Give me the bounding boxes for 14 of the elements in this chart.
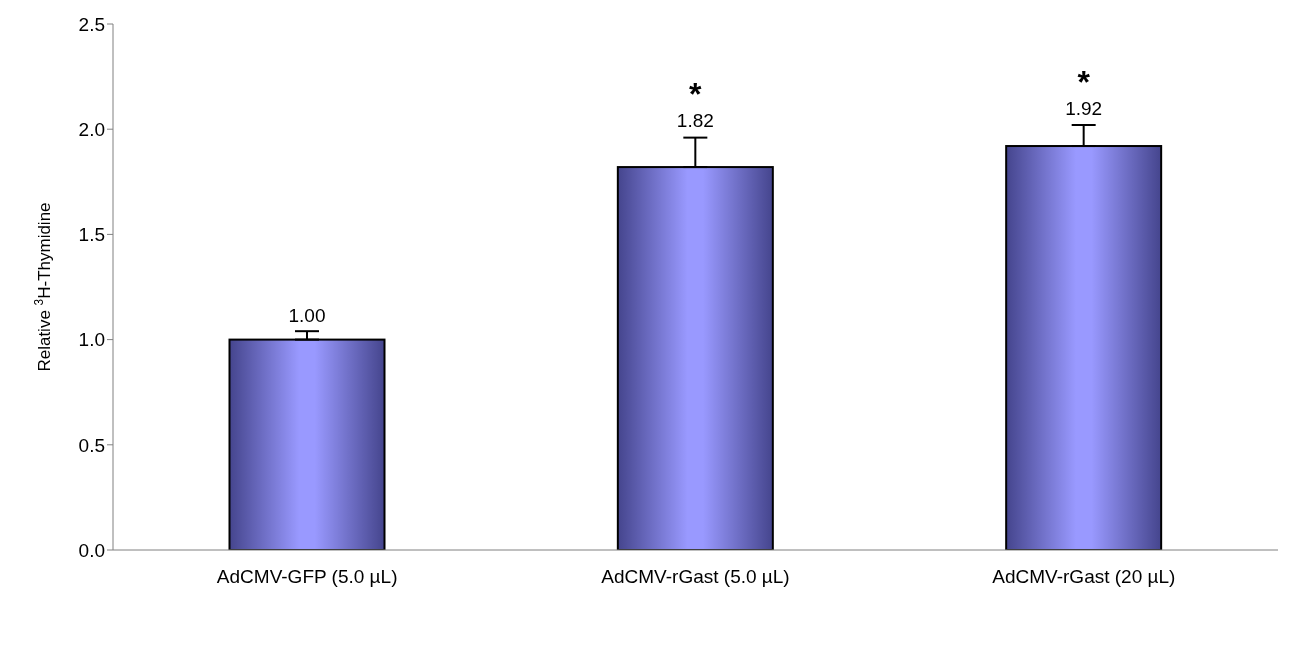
- y-tick-label: 1.5: [78, 224, 105, 246]
- annotation: *: [689, 75, 703, 112]
- y-tick-label: 2.5: [78, 13, 105, 35]
- data-label: 1.00: [288, 305, 326, 327]
- y-tick-label: 1.0: [78, 329, 105, 351]
- y-tick-label: 0.0: [78, 539, 105, 561]
- y-tick-label: 2.0: [78, 118, 105, 140]
- x-tick-label: AdCMV-rGast (5.0 µL): [601, 566, 790, 588]
- x-tick-label: AdCMV-rGast (20 µL): [992, 566, 1176, 588]
- annotation: *: [1077, 63, 1091, 100]
- data-label: 1.82: [676, 109, 714, 131]
- x-tick-label: AdCMV-GFP (5.0 µL): [216, 566, 398, 588]
- data-label: 1.92: [1065, 97, 1103, 119]
- y-tick-label: 0.5: [78, 434, 105, 456]
